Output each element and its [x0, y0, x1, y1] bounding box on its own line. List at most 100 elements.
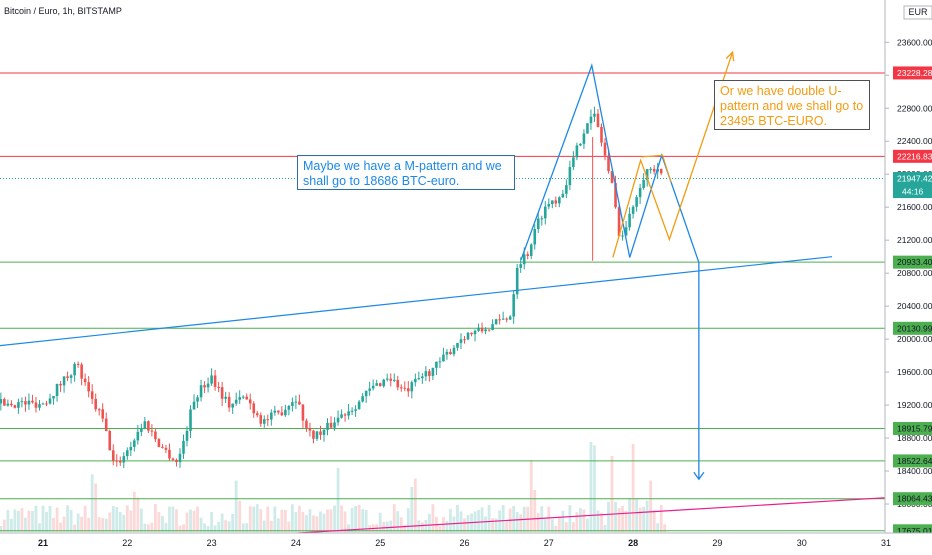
- candle-body: [48, 398, 52, 404]
- candle: [175, 458, 178, 467]
- volume-bar: [97, 517, 101, 532]
- candle: [466, 331, 470, 341]
- volume-bar: [438, 525, 442, 532]
- candle-body: [199, 385, 203, 398]
- candle: [319, 425, 322, 440]
- candle-body: [519, 264, 522, 268]
- volume-bar: [262, 520, 266, 532]
- candle: [94, 393, 97, 412]
- candle-body: [491, 324, 494, 331]
- volume-bar: [196, 506, 199, 532]
- volume-bar: [519, 514, 523, 532]
- volume-bar: [52, 517, 55, 532]
- volume-bar: [157, 512, 161, 532]
- volume-bar: [336, 468, 340, 532]
- candle-body: [340, 414, 343, 418]
- candle-body: [73, 363, 76, 376]
- double-u-note[interactable]: Or we have double U-pattern and we shall…: [714, 80, 870, 130]
- candle: [333, 417, 336, 431]
- m-pattern-line[interactable]: [520, 62, 700, 480]
- candle: [224, 391, 227, 403]
- candle: [20, 397, 24, 408]
- price-tick-label: 21600.00: [897, 202, 932, 212]
- m-pattern-note[interactable]: Maybe we have a M-pattern and we shall g…: [297, 155, 515, 190]
- volume-bar: [575, 512, 579, 532]
- volume-bar: [399, 517, 403, 532]
- candle-body: [565, 185, 568, 194]
- candle-body: [607, 155, 610, 172]
- candle: [638, 183, 642, 205]
- candle: [164, 444, 168, 454]
- candle-body: [326, 422, 329, 430]
- candle-body: [589, 116, 593, 124]
- candle: [526, 251, 530, 260]
- candle: [368, 381, 371, 396]
- candle: [115, 454, 119, 467]
- volume-bar: [182, 524, 185, 532]
- volume-bar: [38, 523, 41, 532]
- candle: [582, 129, 586, 149]
- volume-bar: [477, 509, 480, 532]
- candle: [217, 381, 220, 393]
- volume-bar: [55, 507, 59, 532]
- level-badge-2: [893, 255, 932, 269]
- volume-bar: [132, 491, 136, 532]
- candle: [80, 362, 83, 386]
- candle-body: [399, 387, 403, 389]
- volume-bar: [185, 512, 189, 532]
- candle-body: [273, 410, 277, 413]
- candle-body: [27, 400, 31, 405]
- candle: [66, 371, 69, 382]
- candle: [150, 424, 154, 437]
- candle-body: [347, 411, 350, 416]
- double-u-arrowhead: [725, 50, 735, 62]
- volume-bar: [463, 518, 466, 532]
- candle: [470, 332, 473, 337]
- volume-bar: [484, 516, 487, 532]
- volume-bar: [168, 506, 171, 532]
- candle-body: [3, 399, 6, 406]
- candle-body: [115, 460, 119, 462]
- price-tick-label: 19200.00: [897, 400, 932, 410]
- volume-bar: [631, 444, 635, 532]
- volume-bar: [192, 510, 196, 532]
- volume-bar: [143, 523, 147, 532]
- volume-bar: [642, 506, 646, 532]
- candle-body: [642, 179, 645, 188]
- volume-bar: [600, 512, 603, 532]
- candle-body: [480, 327, 484, 332]
- volume-bar: [410, 487, 414, 532]
- candle-body: [171, 458, 175, 460]
- candle: [178, 448, 182, 468]
- volume-bar: [122, 514, 126, 532]
- candle: [614, 175, 617, 209]
- candle: [600, 123, 603, 147]
- candle-body: [336, 417, 340, 423]
- candle: [248, 393, 252, 410]
- double-u-pattern-line[interactable]: [612, 51, 734, 258]
- candle: [410, 380, 414, 399]
- volume-bar: [621, 506, 624, 532]
- candle-body: [382, 379, 386, 387]
- volume-bar: [31, 510, 34, 532]
- candle: [90, 384, 94, 404]
- volume-bar: [241, 523, 245, 532]
- candle-body: [600, 126, 603, 143]
- candle: [3, 397, 6, 406]
- volume-bar: [473, 511, 477, 532]
- trendline-support[interactable]: [0, 256, 833, 347]
- candle-body: [147, 421, 150, 431]
- candle-body: [66, 376, 69, 378]
- candle-body: [593, 113, 596, 117]
- volume-bar: [607, 501, 610, 532]
- candle-body: [385, 378, 389, 380]
- candle-body: [210, 375, 213, 384]
- volume-bar: [603, 525, 607, 532]
- candle: [31, 394, 34, 404]
- candle: [0, 392, 3, 411]
- candle-body: [154, 431, 157, 440]
- candle-body: [83, 378, 87, 383]
- candle-body: [206, 383, 210, 388]
- volume-bar: [0, 525, 3, 532]
- volume-bar: [287, 521, 291, 532]
